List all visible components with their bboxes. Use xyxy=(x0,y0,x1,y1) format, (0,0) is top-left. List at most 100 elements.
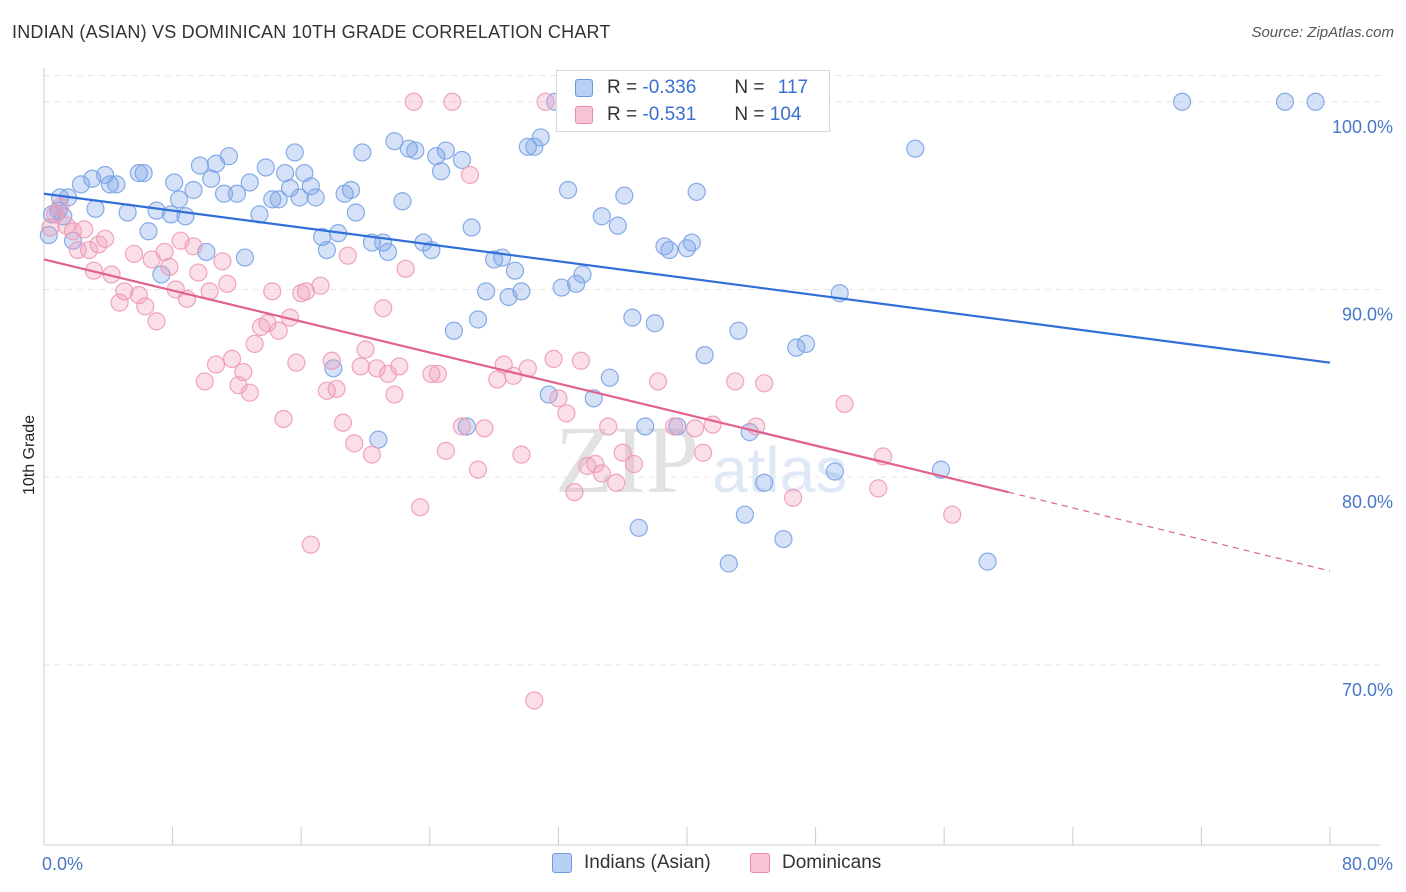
indians-point-43 xyxy=(306,188,325,207)
stats-legend: R = -0.336 N = 117 R = -0.531 N = 104 xyxy=(556,70,830,132)
dominicans-point-60 xyxy=(390,357,409,376)
indians-point-67 xyxy=(457,417,476,436)
indians-point-90 xyxy=(623,308,642,327)
indians-point-91 xyxy=(629,518,648,537)
dominicans-point-61 xyxy=(396,259,415,278)
indians-point-6 xyxy=(63,231,83,250)
dominicans-point-88 xyxy=(607,473,626,492)
indians-point-51 xyxy=(353,143,372,162)
axes xyxy=(43,68,1380,846)
r-label: R = xyxy=(607,77,638,98)
y-tick-label-1: 80.0% xyxy=(1342,492,1393,512)
dominicans-point-81 xyxy=(557,404,576,423)
indians-point-38 xyxy=(280,179,300,198)
dominicans-point-91 xyxy=(648,372,668,391)
legend-label-dominicans: Dominicans xyxy=(782,852,882,873)
indians-point-45 xyxy=(317,240,337,260)
indians-point-101 xyxy=(719,554,738,573)
dominicans-point-13 xyxy=(115,282,134,301)
dominicans-point-71 xyxy=(475,419,494,438)
x-tick-label-min: 0.0% xyxy=(42,854,83,874)
swatch-dominicans xyxy=(575,106,593,124)
dominicans-point-89 xyxy=(613,443,632,462)
indians-point-97 xyxy=(677,239,697,258)
dominicans-point-14 xyxy=(124,244,144,263)
dominicans-point-54 xyxy=(356,340,375,359)
indians-point-59 xyxy=(406,141,425,160)
indians-point-82 xyxy=(558,180,578,200)
indians-point-16 xyxy=(139,222,158,241)
indians-point-32 xyxy=(240,173,259,192)
y-tick-label-0: 70.0% xyxy=(1342,680,1393,700)
indians-point-40 xyxy=(290,188,309,207)
dominicans-point-40 xyxy=(274,409,293,429)
indians-point-64 xyxy=(436,141,455,160)
dominicans-point-19 xyxy=(155,242,174,262)
trend-line-indians xyxy=(43,192,1331,364)
dominicans-point-49 xyxy=(327,379,346,399)
indians-point-106 xyxy=(774,529,793,549)
stats-legend-row-indians: R = -0.336 N = 117 xyxy=(575,75,808,101)
dominicans-point-7 xyxy=(79,240,99,260)
indians-point-93 xyxy=(645,314,664,333)
dominicans-point-18 xyxy=(147,312,166,331)
indians-point-68 xyxy=(462,218,481,237)
r-value-dominicans: -0.531 xyxy=(642,104,697,125)
dominicans-point-48 xyxy=(322,351,341,370)
indians-point-113 xyxy=(978,552,997,571)
dominicans-point-87 xyxy=(599,417,618,436)
indians-point-29 xyxy=(219,147,238,166)
indians-point-37 xyxy=(276,164,295,183)
dominicans-point-39 xyxy=(269,321,288,340)
indians-point-77 xyxy=(525,137,544,156)
swatch-indians xyxy=(575,79,593,97)
dominicans-point-85 xyxy=(586,454,605,474)
series-dominicans-points xyxy=(41,92,962,710)
indians-point-28 xyxy=(214,184,234,203)
legend-item-indians: Indians (Asian) xyxy=(552,852,711,874)
indians-point-81 xyxy=(552,278,571,297)
indians-point-56 xyxy=(385,132,404,151)
dominicans-point-83 xyxy=(571,351,591,370)
n-label: N = xyxy=(734,77,765,98)
legend-label-indians: Indians (Asian) xyxy=(584,852,711,873)
dominicans-point-79 xyxy=(544,349,563,369)
indians-point-99 xyxy=(687,182,706,201)
indians-point-105 xyxy=(755,473,774,492)
indians-point-87 xyxy=(600,368,619,387)
indians-point-58 xyxy=(399,139,419,158)
indians-point-39 xyxy=(285,143,304,162)
dominicans-point-20 xyxy=(160,257,179,277)
stats-legend-row-dominicans: R = -0.531 N = 104 xyxy=(575,102,801,128)
indians-point-108 xyxy=(796,334,816,353)
dominicans-point-59 xyxy=(385,385,404,404)
n-value-indians: 117 xyxy=(777,77,809,98)
n-value-dominicans: 104 xyxy=(769,104,802,125)
indians-point-7 xyxy=(71,175,91,194)
dominicans-point-62 xyxy=(404,92,423,111)
dominicans-point-57 xyxy=(374,299,393,318)
watermark-atlas: atlas xyxy=(712,434,847,506)
dominicans-point-16 xyxy=(136,297,155,316)
chart-title: INDIAN (ASIAN) VS DOMINICAN 10TH GRADE C… xyxy=(12,22,611,42)
indians-point-24 xyxy=(190,156,210,175)
indians-point-0 xyxy=(39,225,58,245)
dominicans-point-50 xyxy=(333,413,353,432)
indians-point-9 xyxy=(86,199,105,218)
dominicans-point-28 xyxy=(206,355,226,374)
indians-point-84 xyxy=(573,265,592,284)
dominicans-point-56 xyxy=(367,359,386,378)
dominicans-point-46 xyxy=(311,276,330,295)
indians-point-50 xyxy=(346,203,365,222)
dominicans-point-67 xyxy=(443,92,462,111)
dominicans-point-55 xyxy=(362,445,382,464)
series-indians-asian-points xyxy=(39,92,1325,573)
y-tick-labels: 70.0% 80.0% 90.0% 100.0% xyxy=(1332,117,1393,700)
dominicans-point-38 xyxy=(263,282,282,301)
indians-point-35 xyxy=(263,190,282,209)
indians-point-79 xyxy=(539,385,558,404)
indians-point-11 xyxy=(100,175,120,194)
dominicans-point-34 xyxy=(240,383,259,402)
dominicans-point-94 xyxy=(693,443,713,462)
dominicans-point-51 xyxy=(338,246,357,265)
